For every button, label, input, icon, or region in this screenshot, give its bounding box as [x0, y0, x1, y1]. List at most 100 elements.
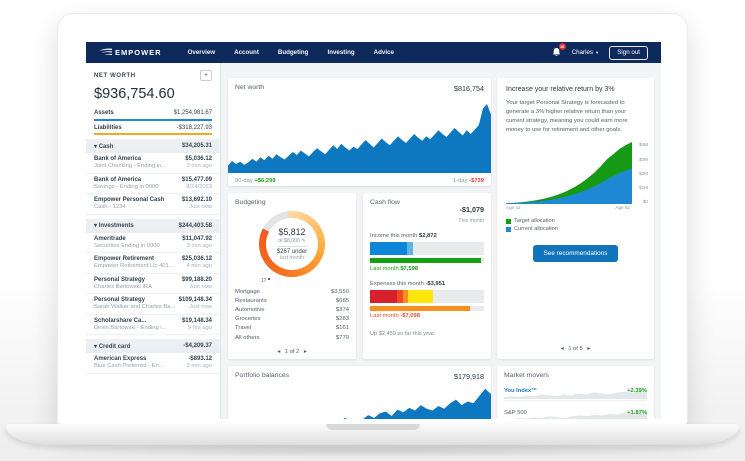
market-movers-card: Market movers You Index™ +2.39% S&P 500	[497, 366, 654, 419]
section-label: ▾ Cash	[94, 143, 113, 150]
section-total: $244,403.58	[178, 222, 212, 229]
account-name: Bank of America	[94, 176, 142, 183]
section-label: ▾ Investments	[94, 222, 134, 229]
prev-page-icon[interactable]: ◂	[277, 349, 281, 355]
category-name: Restaurants	[235, 297, 267, 304]
tab-budgeting[interactable]: Budgeting	[277, 49, 309, 56]
account-subtitle: Empower Retirement Llc 401...	[94, 263, 174, 269]
credit-accounts-list: American Express -$893.12 Blue Cash Pref…	[86, 353, 220, 374]
you-index-row[interactable]: You Index™ +2.39%	[504, 384, 647, 401]
tab-investing[interactable]: Investing	[327, 49, 355, 56]
you-index-sparkline	[504, 390, 647, 399]
account-value: $15,477.09	[181, 176, 212, 183]
expenses-label: Expenses this month -$3,951	[370, 280, 446, 287]
app-screen: EMPOWER Overview Account Budgeting Inves…	[86, 42, 661, 419]
prev-page-icon[interactable]: ◂	[560, 346, 564, 352]
assets-value: $1,254,981.67	[173, 110, 212, 116]
account-value: $109,148.34	[178, 297, 212, 303]
account-subtitle: Blue Cash Preferred - En...	[94, 363, 164, 369]
user-name: Charles	[571, 49, 594, 56]
navbar-right: 10 Charles ▾ Sign out	[552, 43, 648, 60]
category-name: Travel	[235, 325, 252, 332]
budget-spent: $5,812	[278, 227, 306, 237]
account-updated: 8/24/2023	[186, 183, 212, 190]
net-worth-label: NET WORTH	[94, 72, 136, 79]
section-header-investments[interactable]: ▾ Investments $244,403.58	[86, 218, 220, 233]
next-page-icon[interactable]: ▸	[587, 346, 591, 352]
current-allocation-swatch	[506, 226, 511, 232]
category-name: Mortgage	[235, 288, 260, 295]
account-row[interactable]: Bank of America $15,477.09 Savings - End…	[86, 174, 220, 194]
bell-icon	[552, 48, 560, 56]
tab-advice[interactable]: Advice	[373, 49, 394, 56]
nav-links: Overview Account Budgeting Investing Adv…	[188, 49, 394, 56]
add-account-button[interactable]: +	[200, 70, 212, 81]
tab-overview[interactable]: Overview	[187, 49, 216, 56]
user-menu[interactable]: Charles ▾	[572, 49, 599, 56]
chevron-down-icon: ▾	[94, 223, 98, 229]
category-amount: $374	[335, 306, 349, 313]
card-title: Budgeting	[235, 199, 266, 206]
section-header-cash[interactable]: ▾ Cash $34,205.31	[86, 139, 220, 153]
account-row[interactable]: American Express -$893.12 Blue Cash Pref…	[86, 353, 220, 374]
insight-pagination: ◂ 1 of 5 ▸	[497, 346, 654, 352]
forecast-x-axis: Age 42 Age 92	[506, 205, 630, 211]
account-name: Empower Personal Cash	[94, 197, 165, 203]
tab-account[interactable]: Account	[234, 49, 259, 56]
account-value: $11,047.92	[182, 235, 212, 242]
next-page-icon[interactable]: ▸	[303, 349, 307, 355]
top-navbar: EMPOWER Overview Account Budgeting Inves…	[86, 42, 661, 63]
cash-accounts-list: Bank of America $5,036.12 Joint Checking…	[86, 153, 220, 215]
account-name: Empower Retirement	[94, 256, 155, 262]
card-title: Portfolio balances	[235, 372, 290, 379]
section-header-credit-card[interactable]: ▾ Credit card -$4,209.37	[86, 339, 220, 353]
budget-category-row[interactable]: Automotive $374	[235, 305, 349, 314]
account-row[interactable]: Personal Strategy $109,148.34 Sarah Walk…	[86, 294, 220, 315]
category-amount: $665	[335, 297, 349, 304]
budget-target[interactable]: of $8,000 ✎	[278, 238, 306, 247]
one-day-change: 1-day -$739	[453, 177, 484, 184]
budgeting-card: Budgeting $5,812 of $8,000 ✎ $267 under …	[228, 193, 356, 359]
expenses-last-month-bar	[370, 305, 484, 311]
account-updated: 9 hrs ago	[187, 324, 212, 331]
account-updated: Just now	[189, 304, 212, 310]
account-subtitle: Sarah Walker and Charles Ba...	[94, 304, 176, 310]
budget-category-row[interactable]: All others $779	[235, 333, 349, 342]
liabilities-label: Liabilities	[94, 124, 122, 131]
account-row[interactable]: Empower Retirement $25,036.12 Empower Re…	[86, 253, 220, 274]
category-name: All others	[235, 334, 260, 341]
account-row[interactable]: Empower Personal Cash $13,692.10 Cash - …	[86, 194, 220, 215]
account-row[interactable]: Ameritrade $11,047.92 Securities Ending …	[86, 233, 220, 253]
insight-body: Your target Personal Strategy is forecas…	[506, 100, 628, 133]
budget-category-row[interactable]: Groceries $283	[235, 315, 349, 324]
income-last-month-bar	[370, 258, 484, 263]
liabilities-summary-row[interactable]: Liabilities -$318,227.93	[94, 123, 212, 135]
budget-day-marker: 17	[261, 278, 270, 284]
portfolio-value: $179,918	[454, 372, 484, 381]
account-subtitle: Charles Bartowski IRA	[94, 283, 152, 290]
account-name: Personal Strategy	[94, 276, 146, 283]
assets-label: Assets	[94, 110, 114, 116]
account-subtitle: Cash - 1234	[94, 204, 126, 210]
account-value: $25,036.12	[181, 256, 212, 262]
account-row[interactable]: Personal Strategy $99,188.20 Charles Bar…	[86, 274, 220, 294]
sp500-row[interactable]: S&P 500 +1.87%	[504, 406, 647, 419]
empower-logo[interactable]: EMPOWER	[99, 48, 162, 57]
sign-out-button[interactable]: Sign out	[609, 45, 648, 60]
account-name: Personal Strategy	[94, 297, 146, 303]
budget-category-list: Mortgage $3,550 Restaurants $665 Automot…	[235, 287, 349, 342]
insight-title: Increase your relative return by 3%	[506, 86, 615, 93]
category-amount: $3,550	[330, 288, 349, 295]
budget-category-row[interactable]: Restaurants $665	[235, 296, 349, 305]
budget-category-row[interactable]: Mortgage $3,550	[235, 287, 349, 296]
edit-pencil-icon: ✎	[301, 238, 306, 244]
ticker-change: +2.39%	[627, 388, 647, 394]
see-recommendations-button[interactable]: See recommendations	[532, 245, 619, 263]
account-row[interactable]: Bank of America $5,036.12 Joint Checking…	[86, 153, 220, 174]
account-value: -$893.12	[188, 356, 212, 362]
notifications-button[interactable]: 10	[552, 43, 566, 58]
assets-summary-row[interactable]: Assets $1,254,981.67	[94, 108, 212, 121]
account-row[interactable]: Scholarshare Ca... $19,148.34 Devin Bart…	[86, 315, 220, 335]
budget-category-row[interactable]: Travel $161	[235, 324, 349, 333]
account-value: $13,692.10	[181, 197, 212, 203]
